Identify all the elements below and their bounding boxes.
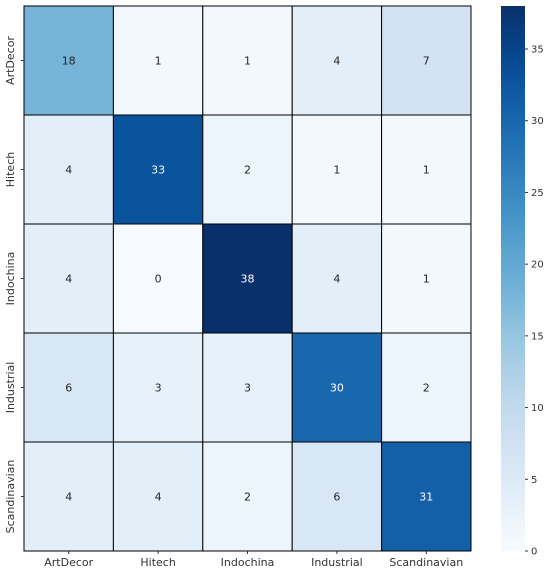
heatmap-cell (381, 5, 472, 116)
colorbar-tick-label: 35 (531, 45, 544, 56)
heatmap-cell (23, 5, 114, 116)
cell-value-label: 1 (423, 164, 430, 177)
heatmap-cell (291, 223, 383, 334)
heatmap-cells: 18 1 1 4 74 33 2 1 14 0 38 4 16 3 3 30 24 4 2 6 31 (23, 5, 472, 552)
heatmap-cell (112, 223, 204, 334)
colorbar-tick-label: 5 (531, 475, 537, 486)
x-tick-label: ArtDecor (44, 556, 93, 569)
cell-value-label: 31 (419, 491, 433, 504)
cell-value-label: 1 (155, 55, 162, 68)
cell-value-label: 6 (65, 382, 72, 395)
cell-value-label: 4 (155, 491, 162, 504)
colorbar: 0 5 10 15 20 25 30 35 (501, 6, 544, 558)
cell-value-label: 33 (151, 164, 165, 177)
heatmap-cell (202, 223, 293, 334)
y-tick-label: ArtDecor (4, 36, 17, 85)
heatmap-cell (23, 114, 114, 225)
heatmap-cell (23, 441, 114, 552)
heatmap-cell (202, 332, 293, 443)
heatmap-cell (381, 332, 472, 443)
colorbar-tick-label: 15 (531, 331, 544, 342)
colorbar-tick-label: 10 (531, 403, 544, 414)
cell-value-label: 6 (333, 491, 340, 504)
colorbar-gradient (501, 6, 525, 551)
heatmap-cell (381, 441, 472, 552)
cell-value-label: 2 (244, 164, 251, 177)
x-tick-label: Industrial (311, 556, 363, 569)
heatmap-cell (112, 332, 204, 443)
cell-value-label: 4 (333, 273, 340, 286)
cell-value-label: 2 (423, 382, 430, 395)
cell-value-label: 3 (244, 382, 251, 395)
y-axis: ArtDecor Hitech Indochina Industrial Scandin… (4, 36, 24, 534)
cell-value-label: 38 (241, 273, 255, 286)
x-axis: ArtDecor Hitech Indochina Industrial Scandin… (44, 551, 463, 569)
cell-value-label: 7 (423, 55, 430, 68)
cell-value-label: 2 (244, 491, 251, 504)
x-tick-label: Scandinavian (389, 556, 463, 569)
y-tick-label: Scandinavian (4, 460, 17, 534)
colorbar-tick-label: 30 (531, 116, 544, 127)
heatmap-cell (291, 332, 383, 443)
y-tick-label: Industrial (4, 362, 17, 414)
y-tick-label: Indochina (4, 252, 17, 306)
x-tick-label: Hitech (140, 556, 175, 569)
cell-value-label: 18 (62, 55, 76, 68)
cell-value-label: 1 (244, 55, 251, 68)
cell-value-label: 0 (155, 273, 162, 286)
heatmap-cell (381, 114, 472, 225)
cell-value-label: 1 (423, 273, 430, 286)
heatmap-cell (202, 5, 293, 116)
heatmap-cell (291, 5, 383, 116)
cell-value-label: 30 (330, 382, 344, 395)
heatmap-cell (381, 223, 472, 334)
colorbar-tick-label: 25 (531, 188, 544, 199)
cell-value-label: 4 (65, 491, 72, 504)
colorbar-tick-label: 0 (531, 547, 537, 558)
cell-value-label: 4 (65, 273, 72, 286)
heatmap-cell (202, 114, 293, 225)
heatmap-cell (112, 5, 204, 116)
heatmap-cell (112, 441, 204, 552)
cell-value-label: 1 (333, 164, 340, 177)
y-tick-label: Hitech (4, 152, 17, 187)
cell-value-label: 4 (333, 55, 340, 68)
heatmap-cell (202, 441, 293, 552)
cell-value-label: 4 (65, 164, 72, 177)
colorbar-tick-label: 20 (531, 260, 544, 271)
x-tick-label: Indochina (221, 556, 275, 569)
cell-value-label: 3 (155, 382, 162, 395)
